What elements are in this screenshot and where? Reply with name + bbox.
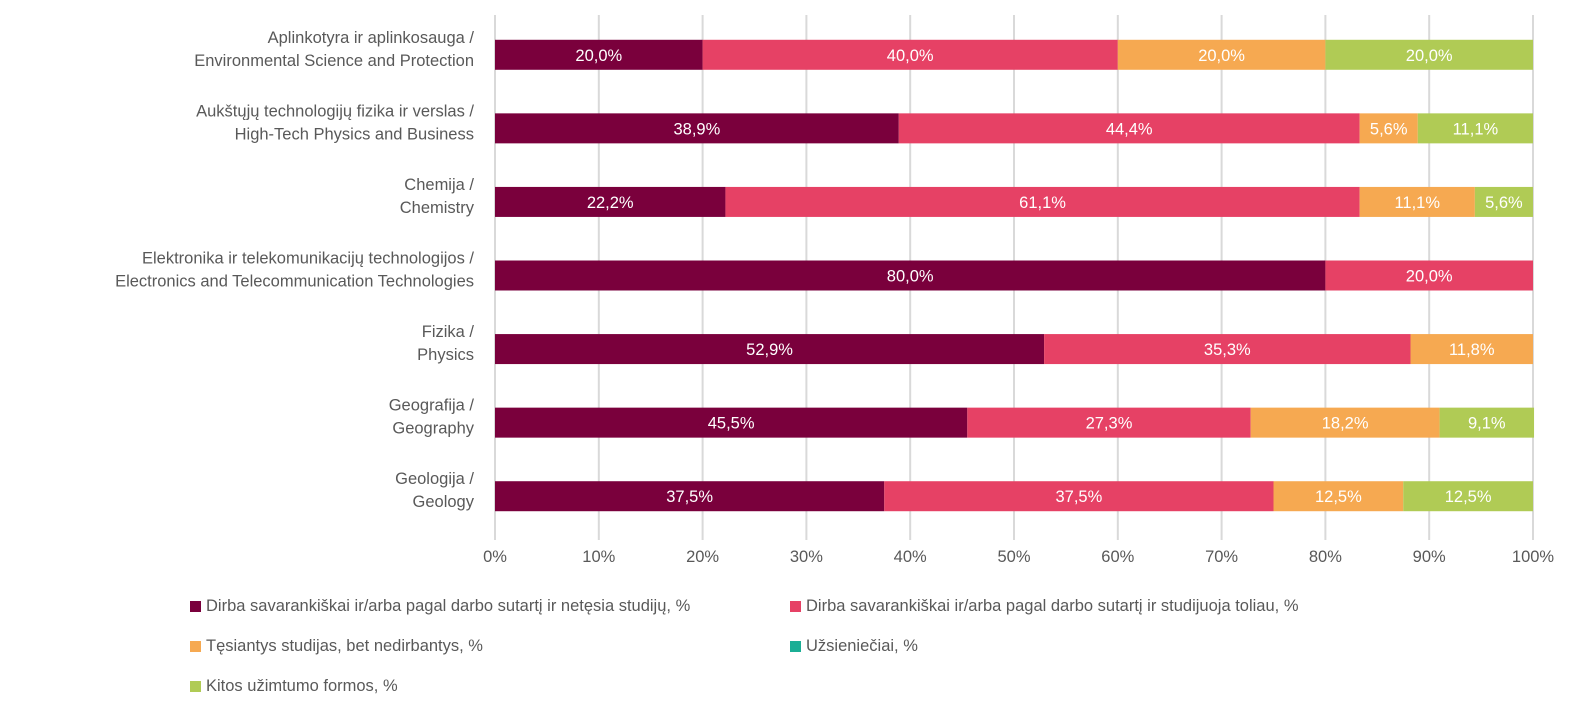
x-tick-label: 40% — [894, 548, 927, 566]
legend-item: Kitos užimtumo formos, % — [190, 677, 398, 696]
bar-data-label: 38,9% — [673, 120, 720, 138]
category-label: Chemija / — [404, 176, 474, 194]
category-label: Geology — [413, 493, 475, 511]
bar-segment — [1325, 39, 1533, 70]
bar-segment — [1250, 407, 1440, 438]
bar-segment — [495, 334, 1045, 365]
bar-segment — [898, 113, 1360, 144]
bar-segment — [967, 407, 1251, 438]
bar-segment — [1044, 334, 1411, 365]
x-tick-label: 100% — [1512, 548, 1555, 566]
bar-data-label: 37,5% — [666, 488, 713, 506]
category-label: Chemistry — [400, 199, 475, 217]
bars: 20,0% 40,0% 20,0% 20,0% 38,9% 44,4% 5,6% 11,1% 2… — [495, 39, 1535, 512]
bar-data-label: 37,5% — [1055, 488, 1102, 506]
bar-segment — [1417, 113, 1533, 144]
category-label: Aplinkotyra ir aplinkosauga / — [268, 29, 475, 47]
bar-segment — [1439, 407, 1535, 438]
bar-segment — [1117, 39, 1326, 70]
category-label: Geography — [392, 420, 474, 438]
category-label: Fizika / — [422, 323, 475, 341]
legend-label: Kitos užimtumo formos, % — [206, 677, 398, 695]
bar-segment — [495, 481, 885, 512]
x-tick-label: 0% — [483, 548, 507, 566]
legend-item: Dirba savarankiškai ir/arba pagal darbo … — [190, 597, 690, 616]
bar-segment — [495, 260, 1326, 291]
legend-label: Dirba savarankiškai ir/arba pagal darbo … — [206, 597, 691, 615]
bar-data-label: 12,5% — [1315, 488, 1362, 506]
legend-label: Dirba savarankiškai ir/arba pagal darbo … — [806, 597, 1299, 615]
legend-label: Užsieniečiai, % — [806, 637, 918, 655]
bar-data-label: 12,5% — [1445, 488, 1492, 506]
legend-swatch — [190, 601, 201, 612]
bar-data-label: 44,4% — [1106, 120, 1153, 138]
category-label: Aukštųjų technologijų fizika ir verslas … — [196, 102, 474, 120]
category-label: Environmental Science and Protection — [194, 52, 474, 70]
bar-data-label: 5,6% — [1370, 120, 1408, 138]
legend-item: Užsieniečiai, % — [790, 637, 918, 656]
bar-segment — [1359, 113, 1418, 144]
category-labels: Aplinkotyra ir aplinkosauga / Environment… — [115, 29, 475, 511]
legend-label: Tęsiantys studijas, bet nedirbantys, % — [206, 637, 483, 655]
x-tick-label: 20% — [686, 548, 719, 566]
category-label: High-Tech Physics and Business — [235, 125, 474, 143]
category-label: Geologija / — [395, 470, 474, 488]
bar-data-label: 20,0% — [575, 47, 622, 65]
x-tick-label: 80% — [1309, 548, 1342, 566]
legend-item: Tęsiantys studijas, bet nedirbantys, % — [190, 637, 483, 656]
bar-segment — [1403, 481, 1533, 512]
bar-segment — [495, 186, 726, 217]
bar-data-label: 11,8% — [1449, 341, 1495, 359]
bar-data-label: 80,0% — [887, 268, 934, 286]
legend-item: Dirba savarankiškai ir/arba pagal darbo … — [790, 597, 1299, 616]
bar-data-label: 52,9% — [746, 341, 793, 359]
bar-data-label: 20,0% — [1406, 268, 1453, 286]
bar-data-label: 11,1% — [1394, 194, 1440, 212]
category-label: Geografija / — [389, 397, 475, 415]
legend-swatch — [190, 681, 201, 692]
bar-segment — [1410, 334, 1533, 365]
bar-data-label: 27,3% — [1086, 415, 1133, 433]
bar-segment — [1359, 186, 1475, 217]
legend-swatch — [190, 641, 201, 652]
bar-data-label: 40,0% — [887, 47, 934, 65]
bar-segment — [1474, 186, 1533, 217]
bar-data-label: 22,2% — [587, 194, 634, 212]
bar-segment — [495, 113, 899, 144]
x-tick-label: 10% — [582, 548, 615, 566]
bar-data-label: 61,1% — [1019, 194, 1066, 212]
bar-data-label: 20,0% — [1198, 47, 1245, 65]
bar-segment — [702, 39, 1118, 70]
legend-swatch — [790, 601, 801, 612]
bar-segment — [495, 39, 703, 70]
bar-data-label: 45,5% — [708, 415, 755, 433]
bar-segment — [884, 481, 1274, 512]
category-label: Physics — [417, 346, 474, 364]
x-tick-label: 30% — [790, 548, 823, 566]
legend-swatch — [790, 641, 801, 652]
bar-data-label: 20,0% — [1406, 47, 1453, 65]
x-tick-label: 90% — [1413, 548, 1446, 566]
x-axis-tick-labels: 0% 10% 20% 30% 40% 50% 60% 70% 80% 90% 100% — [483, 548, 1554, 566]
bar-data-label: 9,1% — [1468, 415, 1506, 433]
bar-segment — [1325, 260, 1533, 291]
category-label: Electronics and Telecommunication Techno… — [115, 273, 474, 291]
bar-data-label: 35,3% — [1204, 341, 1251, 359]
bar-segment — [495, 407, 968, 438]
x-tick-label: 70% — [1205, 548, 1238, 566]
x-tick-label: 60% — [1101, 548, 1134, 566]
bar-data-label: 11,1% — [1453, 120, 1499, 138]
x-tick-label: 50% — [997, 548, 1030, 566]
bar-segment — [725, 186, 1360, 217]
bar-segment — [1273, 481, 1404, 512]
bar-data-label: 5,6% — [1485, 194, 1523, 212]
bar-data-label: 18,2% — [1322, 415, 1369, 433]
category-label: Elektronika ir telekomunikacijų technolo… — [142, 250, 474, 268]
